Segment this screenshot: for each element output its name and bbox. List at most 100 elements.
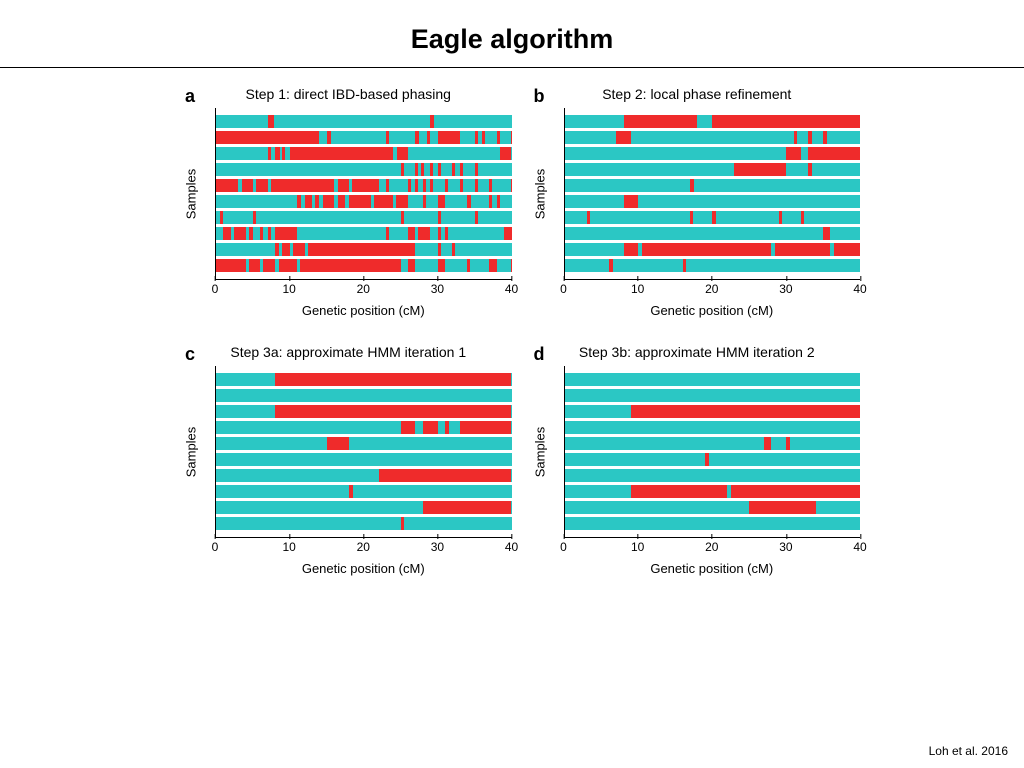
segment	[808, 147, 860, 160]
x-tick: 20	[357, 540, 370, 554]
sample-row	[565, 389, 861, 402]
citation: Loh et al. 2016	[929, 744, 1008, 758]
sample-row	[216, 389, 512, 402]
segment	[638, 243, 642, 256]
segment	[423, 179, 426, 192]
sample-row	[216, 195, 512, 208]
x-tick: 20	[705, 540, 718, 554]
sample-row	[216, 373, 512, 386]
x-tick: 0	[560, 540, 567, 554]
segment	[427, 131, 431, 144]
segment	[452, 243, 455, 256]
slide-title: Eagle algorithm	[0, 0, 1024, 67]
segment	[430, 163, 433, 176]
segment	[712, 211, 716, 224]
x-tick: 0	[560, 282, 567, 296]
segment	[475, 179, 478, 192]
panel-grid: aStep 1: direct IBD-based phasingSamples…	[185, 86, 860, 580]
segment	[565, 227, 861, 240]
segment	[565, 115, 624, 128]
segment	[238, 179, 242, 192]
sample-row	[216, 453, 512, 466]
segment	[415, 179, 418, 192]
segment	[408, 179, 411, 192]
x-tick: 40	[505, 282, 518, 296]
segment	[231, 227, 234, 240]
segment	[779, 211, 782, 224]
sample-row	[216, 405, 512, 418]
sample-row	[565, 437, 861, 450]
plot-wrap: Samples010203040Genetic position (cM)	[215, 366, 512, 538]
segment	[275, 259, 279, 272]
segment	[260, 259, 263, 272]
sample-row	[216, 469, 512, 482]
segment	[565, 517, 861, 530]
segment	[421, 163, 424, 176]
plot-area	[564, 366, 861, 538]
segment	[587, 211, 590, 224]
segment	[327, 437, 349, 450]
segment	[438, 259, 445, 272]
segment	[460, 421, 512, 434]
segment	[349, 485, 353, 498]
segment	[565, 453, 861, 466]
panel-title: Step 3b: approximate HMM iteration 2	[534, 344, 861, 362]
segment	[386, 179, 389, 192]
panel-c: cStep 3a: approximate HMM iteration 1Sam…	[185, 344, 512, 580]
segment	[423, 195, 426, 208]
segment	[246, 259, 250, 272]
segment	[749, 501, 815, 514]
title-divider	[0, 67, 1024, 68]
segment	[475, 211, 478, 224]
segment	[216, 163, 512, 176]
sample-row	[565, 517, 861, 530]
segment	[624, 195, 639, 208]
segment	[401, 517, 405, 530]
segment	[452, 163, 455, 176]
segment	[401, 259, 408, 272]
segment	[282, 147, 284, 160]
y-axis-label: Samples	[532, 427, 547, 478]
segment	[423, 501, 512, 514]
sample-row	[216, 243, 512, 256]
plot-wrap: Samples010203040Genetic position (cM)	[564, 108, 861, 280]
segment	[565, 163, 861, 176]
plot-wrap: Samples010203040Genetic position (cM)	[215, 108, 512, 280]
segment	[275, 373, 511, 386]
sample-row	[216, 115, 512, 128]
segment	[393, 195, 396, 208]
segment	[386, 131, 389, 144]
plot-wrap: Samples010203040Genetic position (cM)	[564, 366, 861, 538]
segment	[415, 163, 418, 176]
segment	[565, 131, 861, 144]
segment	[401, 211, 404, 224]
panel-a: aStep 1: direct IBD-based phasingSamples…	[185, 86, 512, 322]
sample-row	[216, 259, 512, 272]
segment	[734, 163, 786, 176]
plot-area	[215, 108, 512, 280]
segment	[823, 227, 830, 240]
x-tick: 20	[705, 282, 718, 296]
segment	[801, 211, 804, 224]
segment	[312, 195, 315, 208]
sample-row	[216, 501, 512, 514]
y-axis-label: Samples	[532, 169, 547, 220]
segment	[565, 389, 861, 402]
segment	[430, 115, 434, 128]
sample-row	[565, 421, 861, 434]
segment	[786, 147, 801, 160]
segment	[334, 195, 338, 208]
segment	[438, 131, 460, 144]
segment	[216, 389, 512, 402]
x-axis-label: Genetic position (cM)	[564, 303, 861, 318]
segment	[371, 195, 374, 208]
segment	[290, 243, 293, 256]
sample-row	[565, 485, 861, 498]
segment	[393, 147, 397, 160]
sample-row	[565, 405, 861, 418]
segment	[764, 437, 771, 450]
segment	[275, 147, 279, 160]
sample-row	[216, 421, 512, 434]
segment	[616, 131, 631, 144]
x-tick: 0	[212, 540, 219, 554]
